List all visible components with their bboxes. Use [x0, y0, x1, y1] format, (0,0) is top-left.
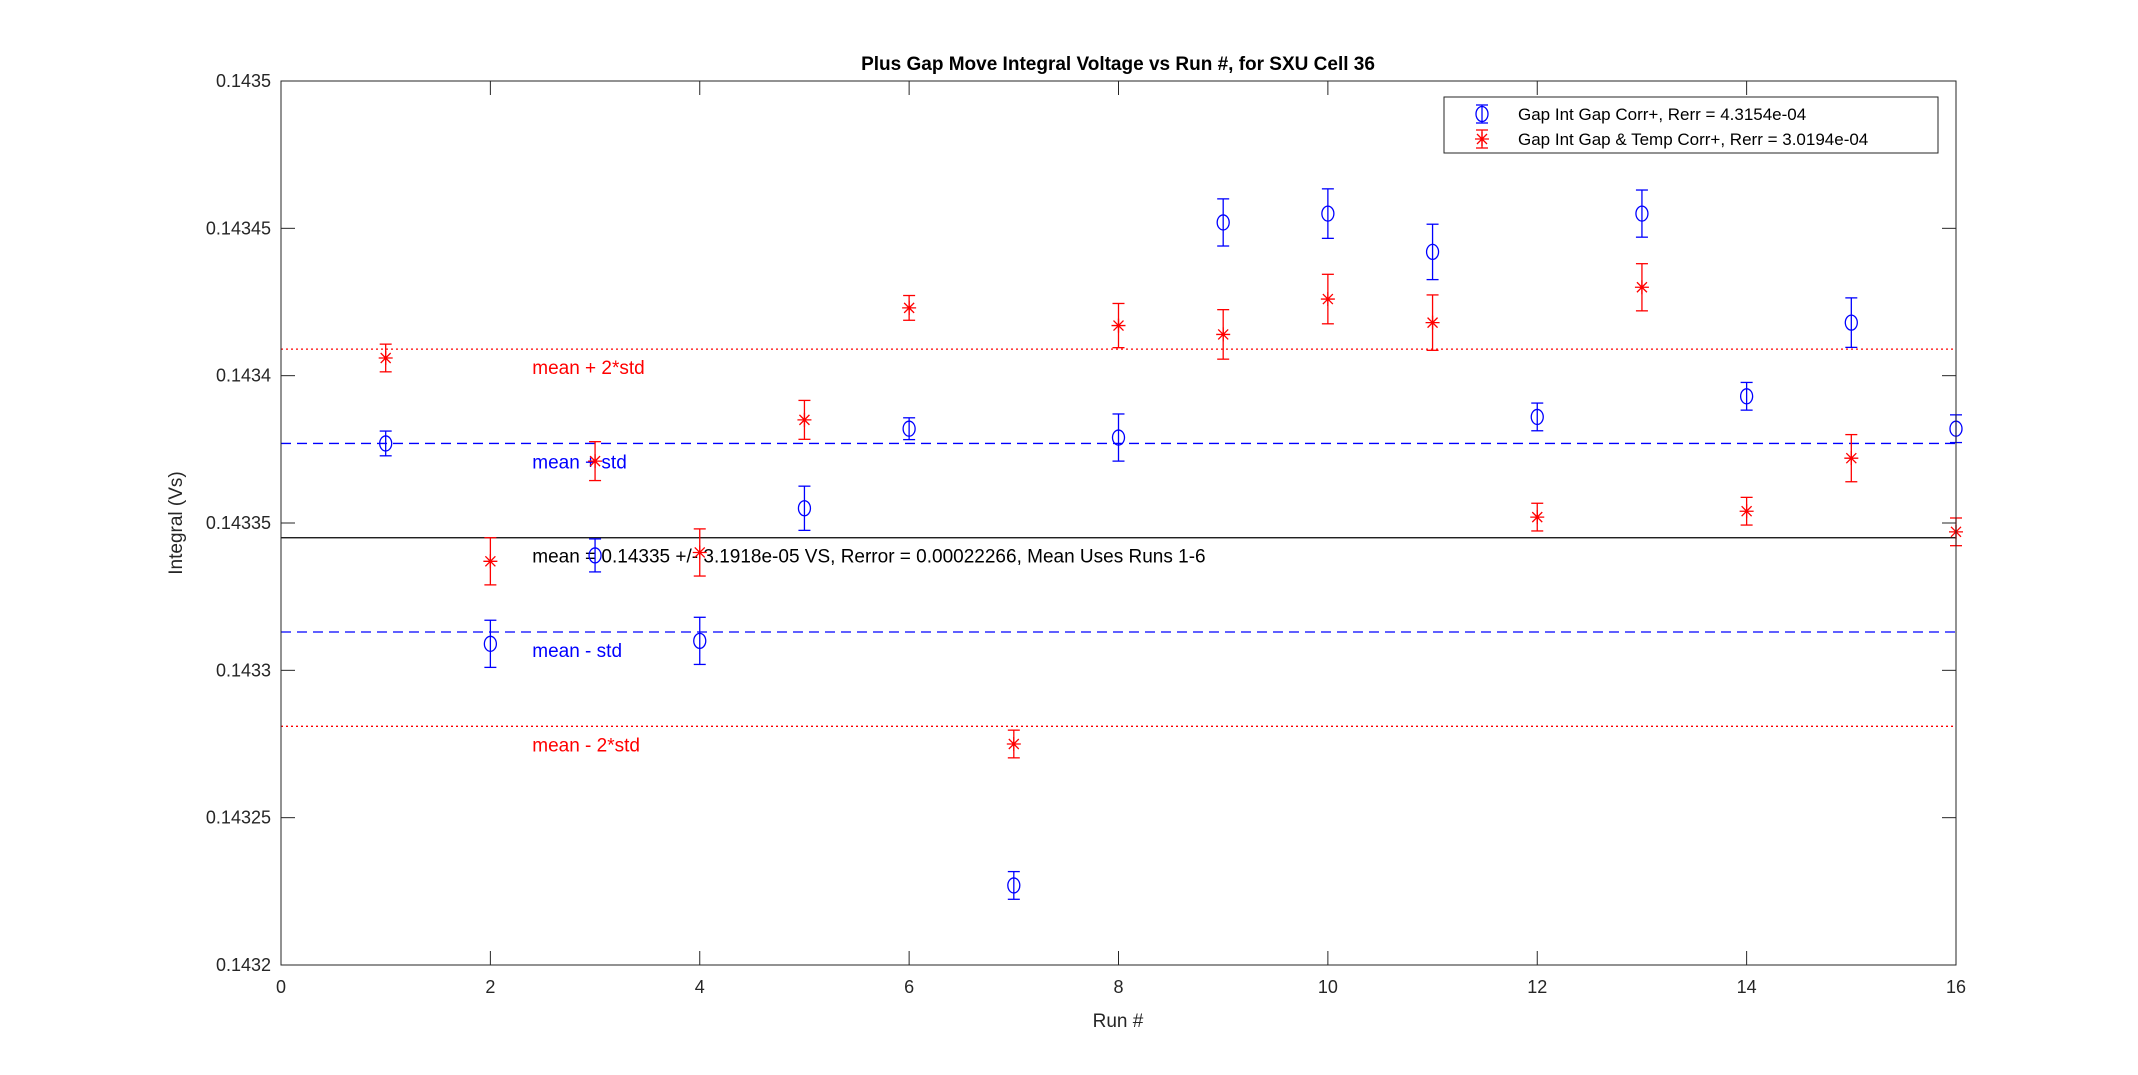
asterisk-marker: [1425, 315, 1440, 330]
asterisk-marker: [483, 554, 498, 569]
x-tick-label: 16: [1946, 977, 1966, 997]
circle-marker: [1475, 105, 1489, 123]
reference-line-label: mean - std: [532, 641, 622, 662]
circle-marker: [1111, 429, 1126, 446]
asterisk-marker: [1006, 737, 1021, 751]
asterisk-marker: [1320, 292, 1335, 307]
data-point-gap-corr: [1425, 223, 1440, 281]
legend: Gap Int Gap Corr+, Rerr = 4.3154e-04 Gap …: [1443, 96, 1939, 154]
asterisk-marker: [902, 300, 917, 315]
data-point-gap-corr: [379, 430, 393, 457]
reference-line-label: mean + std: [532, 452, 627, 473]
legend-box: [1443, 96, 1939, 154]
asterisk-marker: [1530, 510, 1545, 525]
legend-label: Gap Int Gap & Temp Corr+, Rerr = 3.0194e…: [1518, 130, 1868, 149]
data-point-gap-corr: [1739, 381, 1754, 411]
asterisk-marker: [692, 545, 707, 560]
data-point-gap-temp-corr: [588, 441, 603, 482]
circle-marker: [1635, 205, 1649, 222]
data-point-gap-corr: [1844, 297, 1858, 349]
circle-marker: [1530, 408, 1544, 426]
asterisk-marker: [1844, 451, 1859, 466]
circle-marker: [1844, 314, 1858, 331]
asterisk-marker: [1634, 280, 1649, 295]
data-point-gap-corr: [1321, 188, 1335, 240]
circle-marker: [1739, 388, 1754, 405]
y-tick-label: 0.14345: [206, 218, 271, 238]
asterisk-marker: [378, 350, 393, 365]
y-tick-label: 0.14325: [206, 808, 271, 828]
data-point-gap-temp-corr: [902, 294, 917, 321]
data-point-gap-corr: [797, 485, 812, 532]
circle-marker: [483, 635, 498, 652]
asterisk-marker: [1739, 504, 1754, 519]
x-tick-label: 10: [1318, 977, 1338, 997]
reference-line-label: mean = 0.14335 +/- 3.1918e-05 VS, Rerror…: [532, 547, 1205, 568]
y-tick-label: 0.1432: [216, 955, 271, 975]
asterisk-marker: [1111, 318, 1126, 333]
legend-item: Gap Int Gap Corr+, Rerr = 4.3154e-04: [1475, 104, 1806, 124]
x-tick-label: 0: [276, 977, 286, 997]
reference-line-label: mean + 2*std: [532, 358, 645, 379]
asterisk-marker: [588, 454, 603, 469]
data-point-gap-corr: [1111, 413, 1126, 462]
data-point-gap-temp-corr: [1530, 502, 1545, 532]
legend-label: Gap Int Gap Corr+, Rerr = 4.3154e-04: [1518, 105, 1806, 124]
data-point-gap-corr: [1007, 870, 1021, 900]
circle-marker: [588, 547, 602, 564]
x-tick-label: 6: [904, 977, 914, 997]
asterisk-marker: [1216, 327, 1231, 342]
reference-line-label: mean - 2*std: [532, 735, 640, 756]
plot-background: [281, 81, 1956, 965]
data-point-gap-temp-corr: [378, 343, 393, 373]
asterisk-marker: [797, 412, 812, 427]
y-tick-label: 0.1433: [216, 660, 271, 680]
legend-item: Gap Int Gap & Temp Corr+, Rerr = 3.0194e…: [1475, 129, 1868, 149]
data-point-gap-corr: [693, 616, 707, 666]
circle-marker: [693, 632, 707, 650]
data-point-gap-corr: [1635, 189, 1649, 238]
data-point-gap-temp-corr: [483, 537, 498, 586]
data-point-gap-temp-corr: [1320, 273, 1335, 325]
data-point-gap-temp-corr: [1006, 729, 1021, 759]
data-point-gap-temp-corr: [692, 528, 707, 577]
x-tick-label: 4: [695, 977, 705, 997]
data-point-gap-temp-corr: [1425, 294, 1440, 351]
circle-marker: [902, 420, 916, 437]
data-point-gap-temp-corr: [1844, 433, 1859, 483]
circle-marker: [1425, 243, 1440, 261]
chart-title: Plus Gap Move Integral Voltage vs Run #,…: [861, 54, 1375, 75]
y-tick-label: 0.1435: [216, 71, 271, 91]
data-point-gap-corr: [1216, 198, 1230, 247]
data-point-gap-corr: [902, 417, 916, 441]
y-tick-label: 0.1434: [216, 366, 271, 386]
x-axis-label: Run #: [1093, 1011, 1144, 1032]
x-tick-label: 14: [1737, 977, 1757, 997]
data-point-gap-temp-corr: [1216, 309, 1231, 360]
circle-marker: [1007, 877, 1021, 894]
x-tick-label: 12: [1527, 977, 1547, 997]
y-axis-label: Integral (Vs): [166, 471, 187, 574]
data-point-gap-temp-corr: [1111, 302, 1126, 349]
data-point-gap-temp-corr: [797, 399, 812, 440]
data-point-gap-temp-corr: [1739, 496, 1754, 526]
data-point-gap-temp-corr: [1634, 263, 1649, 312]
x-tick-label: 2: [485, 977, 495, 997]
circle-marker: [797, 500, 812, 517]
data-point-gap-corr: [588, 538, 602, 573]
data-point-gap-corr: [1530, 402, 1544, 432]
circle-marker: [1216, 214, 1230, 231]
x-tick-label: 8: [1113, 977, 1123, 997]
circle-marker: [1321, 205, 1335, 222]
asterisk-marker: [1475, 132, 1489, 146]
y-tick-label: 0.14335: [206, 513, 271, 533]
circle-marker: [379, 435, 393, 452]
data-point-gap-corr: [483, 619, 498, 669]
